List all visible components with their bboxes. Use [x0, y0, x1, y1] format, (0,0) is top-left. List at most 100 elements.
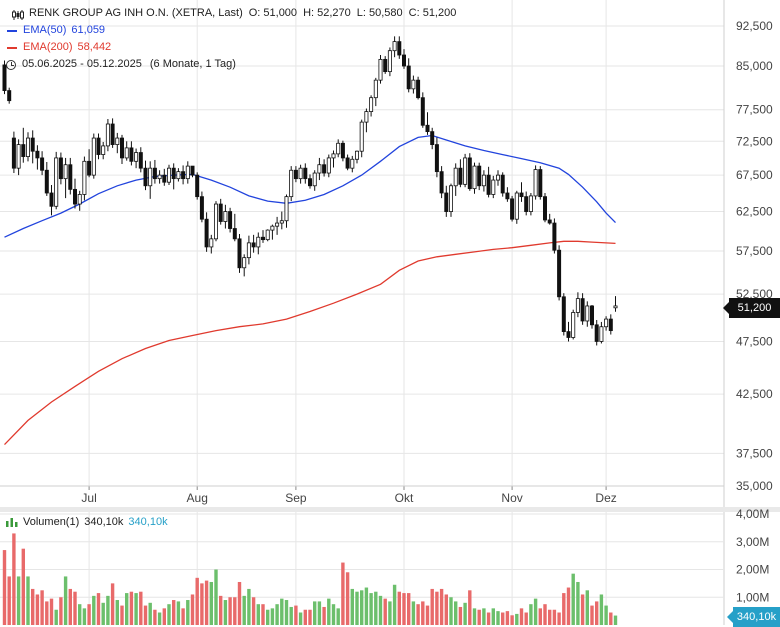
candle[interactable] — [604, 318, 609, 328]
volume-bar[interactable] — [397, 591, 401, 625]
volume-bar[interactable] — [369, 593, 373, 625]
candle[interactable] — [242, 257, 247, 269]
volume-bar[interactable] — [364, 587, 369, 625]
volume-bar[interactable] — [463, 602, 467, 625]
volume-bar[interactable] — [176, 601, 181, 625]
candle[interactable] — [96, 137, 101, 155]
volume-bar[interactable] — [209, 581, 213, 625]
candle[interactable] — [608, 318, 613, 332]
volume-bar[interactable] — [454, 601, 458, 625]
volume-bar[interactable] — [313, 601, 317, 625]
candle[interactable] — [340, 142, 345, 159]
candle[interactable] — [322, 164, 327, 174]
candle[interactable] — [354, 150, 359, 160]
candle[interactable] — [44, 169, 49, 194]
volume-bar[interactable] — [204, 580, 209, 625]
candle[interactable] — [350, 158, 355, 169]
candle[interactable] — [599, 326, 604, 342]
volume-bar[interactable] — [101, 602, 105, 625]
candle[interactable] — [397, 41, 402, 56]
volume-bar[interactable] — [167, 604, 171, 625]
candle[interactable] — [416, 79, 421, 99]
volume-bar[interactable] — [501, 612, 505, 625]
volume-bar[interactable] — [595, 601, 599, 625]
volume-bar[interactable] — [345, 572, 350, 625]
volume-bar[interactable] — [195, 577, 199, 625]
candle[interactable] — [7, 90, 12, 102]
volume-bar[interactable] — [430, 588, 434, 625]
volume-bar[interactable] — [392, 584, 397, 625]
volume-bar[interactable] — [242, 595, 246, 625]
candle[interactable] — [547, 219, 552, 224]
candle[interactable] — [453, 167, 458, 187]
volume-bar[interactable] — [106, 595, 110, 625]
volume-bar[interactable] — [515, 613, 519, 625]
candle[interactable] — [256, 236, 261, 248]
candle[interactable] — [246, 242, 251, 259]
volume-bar[interactable] — [233, 597, 237, 625]
volume-bar[interactable] — [374, 591, 378, 625]
volume-bar[interactable] — [566, 587, 571, 625]
candle[interactable] — [472, 165, 477, 190]
candle[interactable] — [491, 179, 496, 195]
volume-bar[interactable] — [519, 608, 524, 625]
candle[interactable] — [289, 169, 294, 198]
candle[interactable] — [228, 211, 233, 229]
volume-bar[interactable] — [172, 600, 176, 625]
volume-bar[interactable] — [284, 600, 289, 625]
candle[interactable] — [580, 298, 585, 322]
candle[interactable] — [458, 167, 463, 185]
candle[interactable] — [143, 167, 148, 187]
candle[interactable] — [40, 157, 45, 171]
volume-bar[interactable] — [580, 594, 585, 625]
volume-bar[interactable] — [402, 593, 406, 625]
candle[interactable] — [590, 305, 595, 326]
candle[interactable] — [359, 121, 364, 152]
candle[interactable] — [514, 192, 519, 220]
candle[interactable] — [185, 165, 190, 180]
candle[interactable] — [594, 324, 599, 342]
candle[interactable] — [166, 167, 171, 183]
volume-bar[interactable] — [125, 593, 129, 625]
volume-bar[interactable] — [477, 609, 481, 625]
volume-bar[interactable] — [270, 608, 275, 625]
candle[interactable] — [566, 331, 571, 338]
candle[interactable] — [420, 97, 425, 126]
volume-bar[interactable] — [548, 609, 552, 625]
candle[interactable] — [561, 296, 566, 332]
volume-bar[interactable] — [298, 612, 303, 625]
ema200-legend[interactable]: EMA(200) 58,442 — [6, 39, 456, 56]
candle[interactable] — [406, 65, 411, 90]
volume-bar[interactable] — [341, 562, 345, 625]
candle[interactable] — [237, 238, 242, 269]
candle[interactable] — [392, 41, 397, 52]
candle[interactable] — [204, 218, 209, 248]
volume-bar[interactable] — [571, 573, 575, 625]
volume-bar[interactable] — [134, 593, 138, 625]
volume-bar[interactable] — [378, 595, 383, 625]
volume-bar[interactable] — [49, 598, 54, 625]
volume-bar[interactable] — [162, 608, 166, 625]
candle[interactable] — [387, 50, 392, 73]
volume-bar[interactable] — [510, 615, 514, 625]
volume-bar[interactable] — [59, 597, 63, 625]
volume-bar[interactable] — [538, 608, 542, 625]
volume-bar[interactable] — [360, 590, 364, 625]
candle[interactable] — [378, 58, 383, 81]
candle[interactable] — [331, 153, 336, 159]
candle[interactable] — [11, 137, 16, 169]
candle[interactable] — [524, 196, 529, 212]
volume-bar[interactable] — [110, 583, 115, 625]
candle[interactable] — [2, 64, 7, 91]
candle[interactable] — [199, 196, 204, 220]
candle[interactable] — [383, 58, 388, 73]
candle[interactable] — [293, 169, 298, 180]
candle[interactable] — [430, 131, 435, 145]
volume-bar[interactable] — [468, 590, 472, 625]
candle[interactable] — [364, 111, 369, 123]
volume-bar[interactable] — [7, 576, 11, 625]
candle[interactable] — [401, 54, 406, 67]
candle[interactable] — [528, 195, 533, 212]
candle[interactable] — [195, 174, 200, 198]
volume-bar[interactable] — [280, 598, 284, 625]
